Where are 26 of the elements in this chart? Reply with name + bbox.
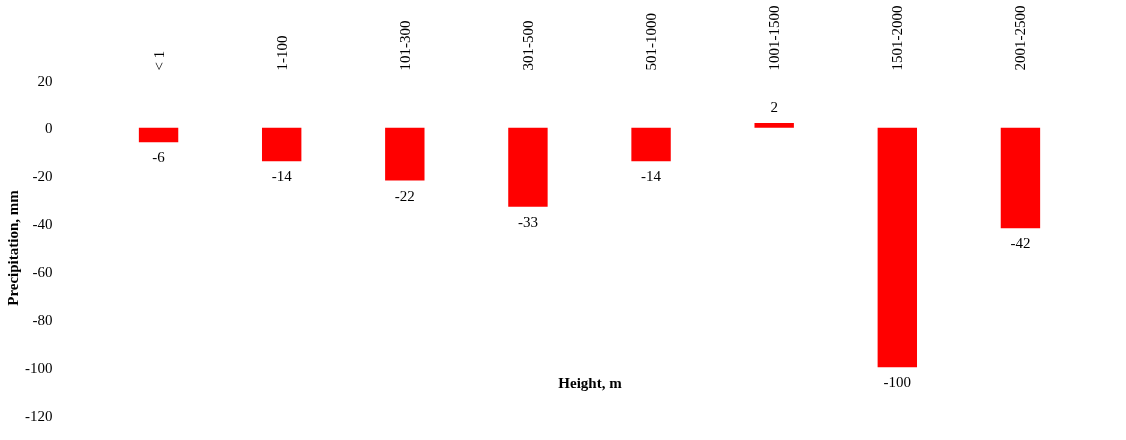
data-label: -100 (883, 374, 912, 391)
x-tick-label: 1501-2000 (889, 5, 906, 71)
x-tick-label: < 1 (150, 50, 167, 71)
data-label: -14 (641, 168, 662, 185)
x-tick-label: 301-500 (519, 20, 536, 71)
data-label: -42 (1010, 235, 1031, 252)
x-tick-label: 501-1000 (643, 13, 660, 71)
x-tick-label: 1001-1500 (766, 5, 783, 71)
x-tick-label: 101-300 (396, 20, 413, 71)
y-tick-label: -60 (32, 263, 53, 280)
x-axis-title: Height, m (558, 374, 623, 391)
y-tick-label: 0 (45, 120, 53, 137)
data-label: 2 (770, 99, 778, 116)
y-axis-title: Precipitation, mm (5, 189, 21, 306)
x-tick-label: 2001-2500 (1012, 5, 1029, 71)
y-tick-label: -40 (32, 216, 53, 233)
data-label: -6 (152, 149, 166, 166)
y-tick-label: -100 (25, 359, 53, 376)
x-tick-label: 1-100 (273, 35, 290, 71)
data-label: -14 (271, 168, 293, 185)
y-tick-label: -80 (32, 311, 53, 328)
y-tick-label: -20 (32, 168, 53, 185)
y-tick-label: -120 (25, 407, 53, 424)
data-label: -22 (394, 187, 415, 204)
data-label: -33 (517, 213, 538, 230)
y-tick-label: 20 (37, 72, 53, 89)
